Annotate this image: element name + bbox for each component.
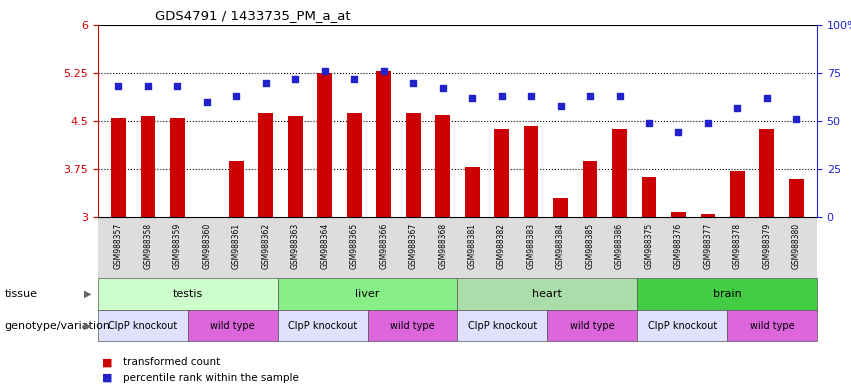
Point <box>347 76 361 82</box>
Bar <box>612 129 627 217</box>
Point <box>494 93 508 99</box>
Bar <box>288 116 303 217</box>
Bar <box>671 212 686 217</box>
Point <box>436 85 449 91</box>
Point <box>643 120 656 126</box>
Bar <box>170 118 185 217</box>
Text: ClpP knockout: ClpP knockout <box>108 321 177 331</box>
Text: heart: heart <box>533 289 563 299</box>
Text: wild type: wild type <box>210 321 255 331</box>
Text: ■: ■ <box>102 358 112 367</box>
Bar <box>730 171 745 217</box>
Point <box>465 95 479 101</box>
Point <box>583 93 597 99</box>
Point <box>259 79 272 86</box>
Bar <box>523 126 539 217</box>
Bar <box>789 179 803 217</box>
Point <box>524 93 538 99</box>
Point <box>701 120 715 126</box>
Bar <box>317 73 332 217</box>
Bar <box>583 161 597 217</box>
Bar <box>494 129 509 217</box>
Text: brain: brain <box>712 289 741 299</box>
Text: ■: ■ <box>102 373 112 383</box>
Text: wild type: wild type <box>570 321 614 331</box>
Point <box>554 103 568 109</box>
Text: tissue: tissue <box>4 289 37 299</box>
Point <box>288 76 302 82</box>
Bar <box>642 177 656 217</box>
Text: ▶: ▶ <box>84 321 91 331</box>
Point <box>760 95 774 101</box>
Text: GDS4791 / 1433735_PM_a_at: GDS4791 / 1433735_PM_a_at <box>156 9 351 22</box>
Text: wild type: wild type <box>750 321 794 331</box>
Bar <box>759 129 774 217</box>
Point <box>671 129 685 136</box>
Bar <box>436 114 450 217</box>
Text: ClpP knockout: ClpP knockout <box>288 321 357 331</box>
Text: transformed count: transformed count <box>123 358 220 367</box>
Text: ClpP knockout: ClpP knockout <box>648 321 717 331</box>
Point <box>613 93 626 99</box>
Bar <box>111 118 126 217</box>
Point <box>790 116 803 122</box>
Point <box>141 83 155 89</box>
Bar <box>140 116 156 217</box>
Text: liver: liver <box>356 289 380 299</box>
Point <box>171 83 185 89</box>
Text: ClpP knockout: ClpP knockout <box>468 321 537 331</box>
Text: genotype/variation: genotype/variation <box>4 321 111 331</box>
Point <box>200 99 214 105</box>
Bar <box>553 198 568 217</box>
Bar <box>406 113 420 217</box>
Point <box>377 68 391 74</box>
Bar <box>700 214 716 217</box>
Bar <box>465 167 479 217</box>
Bar <box>259 113 273 217</box>
Point <box>230 93 243 99</box>
Text: testis: testis <box>173 289 203 299</box>
Bar <box>347 113 362 217</box>
Text: wild type: wild type <box>390 321 435 331</box>
Text: ▶: ▶ <box>84 289 91 299</box>
Bar <box>229 161 243 217</box>
Text: percentile rank within the sample: percentile rank within the sample <box>123 373 300 383</box>
Bar <box>376 71 391 217</box>
Point <box>730 104 744 111</box>
Point <box>407 79 420 86</box>
Point <box>111 83 125 89</box>
Point <box>318 68 332 74</box>
